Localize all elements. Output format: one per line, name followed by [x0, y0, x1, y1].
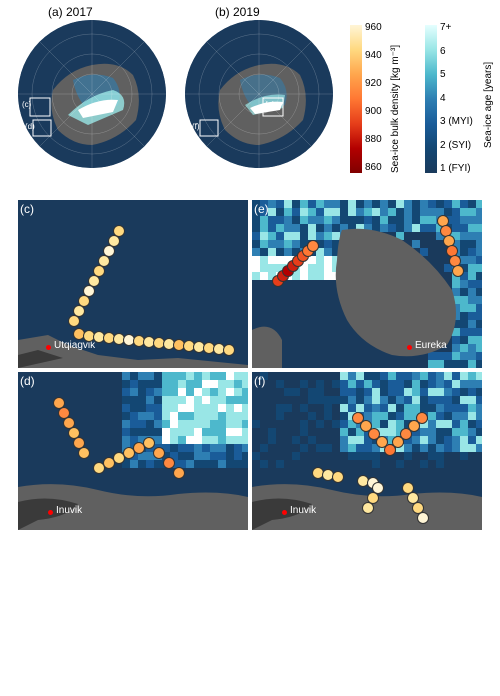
eureka-label: Eureka — [415, 340, 447, 351]
density-point — [332, 471, 344, 483]
density-tick: 920 — [365, 78, 382, 89]
panel-f-label: (f) — [254, 374, 265, 388]
panel-a-map: (c) (d) — [18, 20, 166, 168]
age-tick: 3 (MYI) — [440, 116, 473, 127]
eureka-marker — [407, 345, 412, 350]
age-tick: 6 — [440, 46, 446, 57]
density-point — [173, 467, 185, 479]
density-point — [307, 240, 319, 252]
figure-container: (a) 2017 (c) (d) (b) 2019 — [0, 0, 500, 696]
panel-d: Inuvik — [18, 372, 248, 530]
inset-d-label: (d) — [25, 122, 35, 131]
inset-f-label: (f) — [192, 122, 200, 131]
panel-f: Inuvik — [252, 372, 482, 530]
inset-c-label: (c) — [22, 100, 31, 109]
density-point — [452, 265, 464, 277]
inuvik-d-marker — [48, 510, 53, 515]
density-tick: 860 — [365, 162, 382, 173]
inuvik-d-label: Inuvik — [56, 505, 82, 516]
panel-e-label: (e) — [254, 202, 269, 216]
panel-c-label: (c) — [20, 202, 34, 216]
panel-c: Utqiagvik — [18, 200, 248, 368]
panel-b-map: (e) (f) — [185, 20, 333, 168]
panel-d-label: (d) — [20, 374, 35, 388]
inuvik-f-label: Inuvik — [290, 505, 316, 516]
inuvik-f-marker — [282, 510, 287, 515]
age-colorbar — [425, 25, 437, 173]
density-point — [143, 437, 155, 449]
density-tick: 900 — [365, 106, 382, 117]
panel-a-label: (a) 2017 — [48, 5, 93, 19]
density-axis-label: Sea-ice bulk density [kg m⁻³] — [390, 25, 401, 173]
density-tick: 960 — [365, 22, 382, 33]
age-tick: 4 — [440, 93, 446, 104]
density-point — [153, 447, 165, 459]
density-point — [163, 457, 175, 469]
panel-e: Eureka — [252, 200, 482, 368]
density-point — [416, 412, 428, 424]
age-tick: 1 (FYI) — [440, 163, 471, 174]
panel-b-label: (b) 2019 — [215, 5, 260, 19]
utqiagvik-marker — [46, 345, 51, 350]
density-tick: 940 — [365, 50, 382, 61]
density-point — [223, 344, 235, 356]
density-point — [68, 315, 80, 327]
density-tick: 880 — [365, 134, 382, 145]
age-tick: 7+ — [440, 22, 451, 33]
age-tick: 2 (SYI) — [440, 140, 471, 151]
density-point — [372, 482, 384, 494]
density-point — [417, 512, 429, 524]
age-axis-label: Sea-ice age [years] — [483, 48, 494, 148]
density-point — [78, 447, 90, 459]
density-colorbar — [350, 25, 362, 173]
age-tick: 5 — [440, 69, 446, 80]
inset-e-label: (e) — [265, 100, 275, 109]
